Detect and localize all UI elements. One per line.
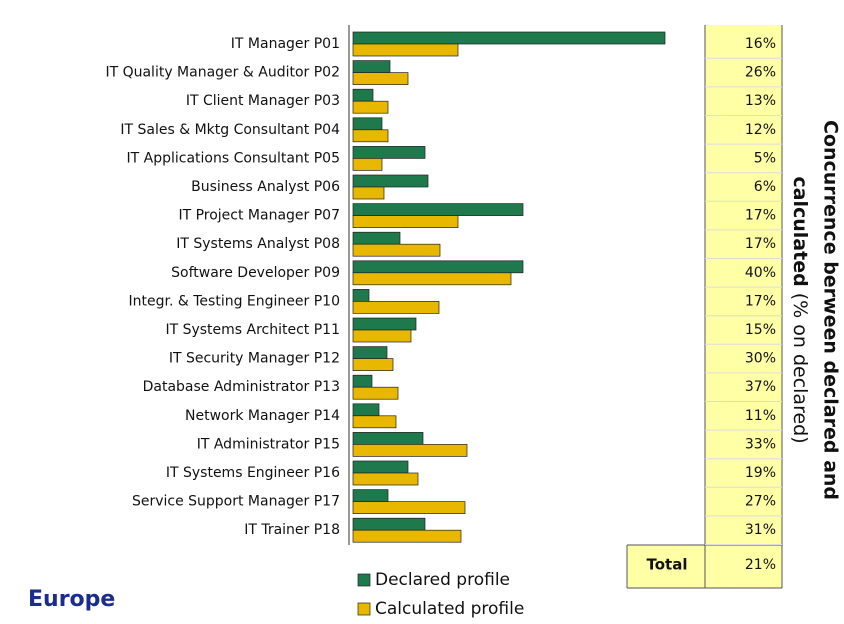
side-title: Concurrence berween declared and calcula… xyxy=(790,120,842,500)
bar xyxy=(352,243,441,257)
concurrence-value: 6% xyxy=(754,179,776,195)
category-label: IT Client Manager P03 xyxy=(186,93,340,109)
bar xyxy=(352,472,419,486)
title-line: calculated (% on declared) xyxy=(790,176,812,443)
bar xyxy=(352,358,394,371)
bar xyxy=(352,386,399,400)
bar xyxy=(352,489,389,502)
title-note: (% on declared) xyxy=(790,293,812,444)
concurrence-value: 13% xyxy=(745,93,776,109)
bar xyxy=(352,374,373,388)
bar xyxy=(352,260,524,274)
total-value: 21% xyxy=(745,557,776,573)
concurrence-value: 11% xyxy=(745,408,776,424)
category-label: Integr. & Testing Engineer P10 xyxy=(129,293,340,309)
total-cell xyxy=(627,545,705,588)
concurrence-value: 26% xyxy=(745,65,776,81)
bar xyxy=(352,117,383,131)
concurrence-value: 33% xyxy=(745,436,776,452)
bar xyxy=(352,203,524,216)
category-label: IT Project Manager P07 xyxy=(178,208,340,224)
category-label: Database Administrator P13 xyxy=(143,379,340,395)
category-label: Service Support Manager P17 xyxy=(132,494,340,510)
category-label: IT Administrator P15 xyxy=(197,436,340,452)
bar xyxy=(352,60,391,73)
total-label: Total xyxy=(647,556,688,574)
category-label: IT Systems Architect P11 xyxy=(165,322,340,338)
legend-label: Declared profile xyxy=(375,570,510,590)
bar xyxy=(352,432,424,445)
bar xyxy=(352,72,409,85)
bar xyxy=(352,501,466,514)
bar xyxy=(352,403,380,417)
bar xyxy=(352,529,462,543)
bar xyxy=(352,88,374,102)
category-label: IT Systems Analyst P08 xyxy=(176,236,340,252)
category-label: IT Quality Manager & Auditor P02 xyxy=(105,65,340,81)
title-bold: calculated xyxy=(790,176,812,286)
bar xyxy=(352,289,370,302)
category-label: Software Developer P09 xyxy=(171,265,340,281)
concurrence-value: 30% xyxy=(745,351,776,367)
legend-swatch xyxy=(357,573,371,587)
concurrence-value: 16% xyxy=(745,36,776,52)
concurrence-value: 31% xyxy=(745,522,776,538)
legend-swatch xyxy=(357,602,371,616)
category-label: IT Sales & Mktg Consultant P04 xyxy=(120,122,340,138)
concurrence-value: 27% xyxy=(745,494,776,510)
concurrence-value: 17% xyxy=(745,293,776,309)
concurrence-value: 37% xyxy=(745,379,776,395)
concurrence-value: 17% xyxy=(745,236,776,252)
category-label: Network Manager P14 xyxy=(185,408,340,424)
concurrence-value: 12% xyxy=(745,122,776,138)
bar xyxy=(352,415,397,429)
category-label: IT Applications Consultant P05 xyxy=(126,150,340,166)
bar xyxy=(352,444,468,457)
bar xyxy=(352,43,459,57)
bar xyxy=(352,100,389,114)
bar xyxy=(352,329,412,343)
legend-label: Calculated profile xyxy=(375,599,524,619)
bar xyxy=(352,346,388,359)
category-label: Business Analyst P06 xyxy=(191,179,340,195)
concurrence-value: 17% xyxy=(745,208,776,224)
category-label: IT Manager P01 xyxy=(231,36,340,52)
bar xyxy=(352,272,512,286)
category-label: IT Security Manager P12 xyxy=(169,351,340,367)
bar xyxy=(352,146,426,159)
category-label: IT Trainer P18 xyxy=(244,522,340,538)
bar xyxy=(352,215,459,228)
bar xyxy=(352,231,401,245)
bar xyxy=(352,460,409,474)
bar xyxy=(352,31,666,45)
region-label: Europe xyxy=(28,587,115,612)
bar xyxy=(352,129,389,143)
concurrence-value: 15% xyxy=(745,322,776,338)
title-line: Concurrence berween declared and xyxy=(820,120,842,500)
bar xyxy=(352,517,426,531)
bar xyxy=(352,301,440,314)
category-label: IT Systems Engineer P16 xyxy=(166,465,340,481)
percent-column xyxy=(705,25,782,588)
concurrence-value: 40% xyxy=(745,265,776,281)
concurrence-value: 5% xyxy=(754,150,776,166)
bar xyxy=(352,317,417,331)
concurrence-value: 19% xyxy=(745,465,776,481)
bar xyxy=(352,158,383,171)
bar xyxy=(352,186,385,200)
bar xyxy=(352,174,429,188)
